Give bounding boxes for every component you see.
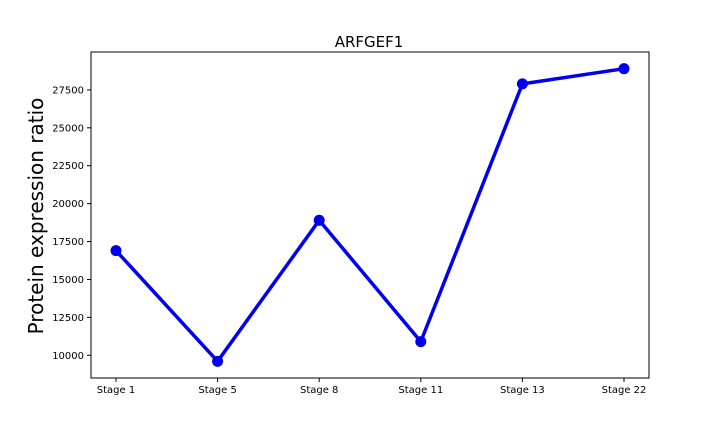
plot-area: 10000 12500 15000 17500 20000 22500 25000 27500… [52, 51, 650, 396]
chart-title: ARFGEF1 [335, 33, 404, 51]
y-axis-label: Protein expression ratio [24, 98, 48, 335]
y-tick-label: 12500 [52, 313, 84, 324]
y-tick-label: 15000 [52, 275, 84, 286]
plot-frame [90, 51, 650, 379]
y-tick-label: 17500 [52, 237, 84, 248]
data-point [313, 214, 325, 226]
data-point [516, 78, 528, 90]
x-tick-label: Stage 13 [500, 385, 545, 396]
y-tick-label: 25000 [52, 123, 84, 134]
x-tick-label: Stage 11 [398, 385, 443, 396]
x-tick-label: Stage 22 [602, 385, 647, 396]
x-tick-label: Stage 8 [300, 385, 338, 396]
series-line [114, 66, 626, 364]
x-tick-label: Stage 5 [198, 385, 236, 396]
data-point [618, 63, 630, 75]
data-point [415, 336, 427, 348]
y-tick-label: 22500 [52, 161, 84, 172]
data-point [212, 355, 224, 367]
y-tick-label: 27500 [52, 85, 84, 96]
y-tick-label: 10000 [52, 351, 84, 362]
y-tick-label: 20000 [52, 199, 84, 210]
x-tick-label: Stage 1 [97, 385, 135, 396]
data-point [110, 245, 122, 257]
